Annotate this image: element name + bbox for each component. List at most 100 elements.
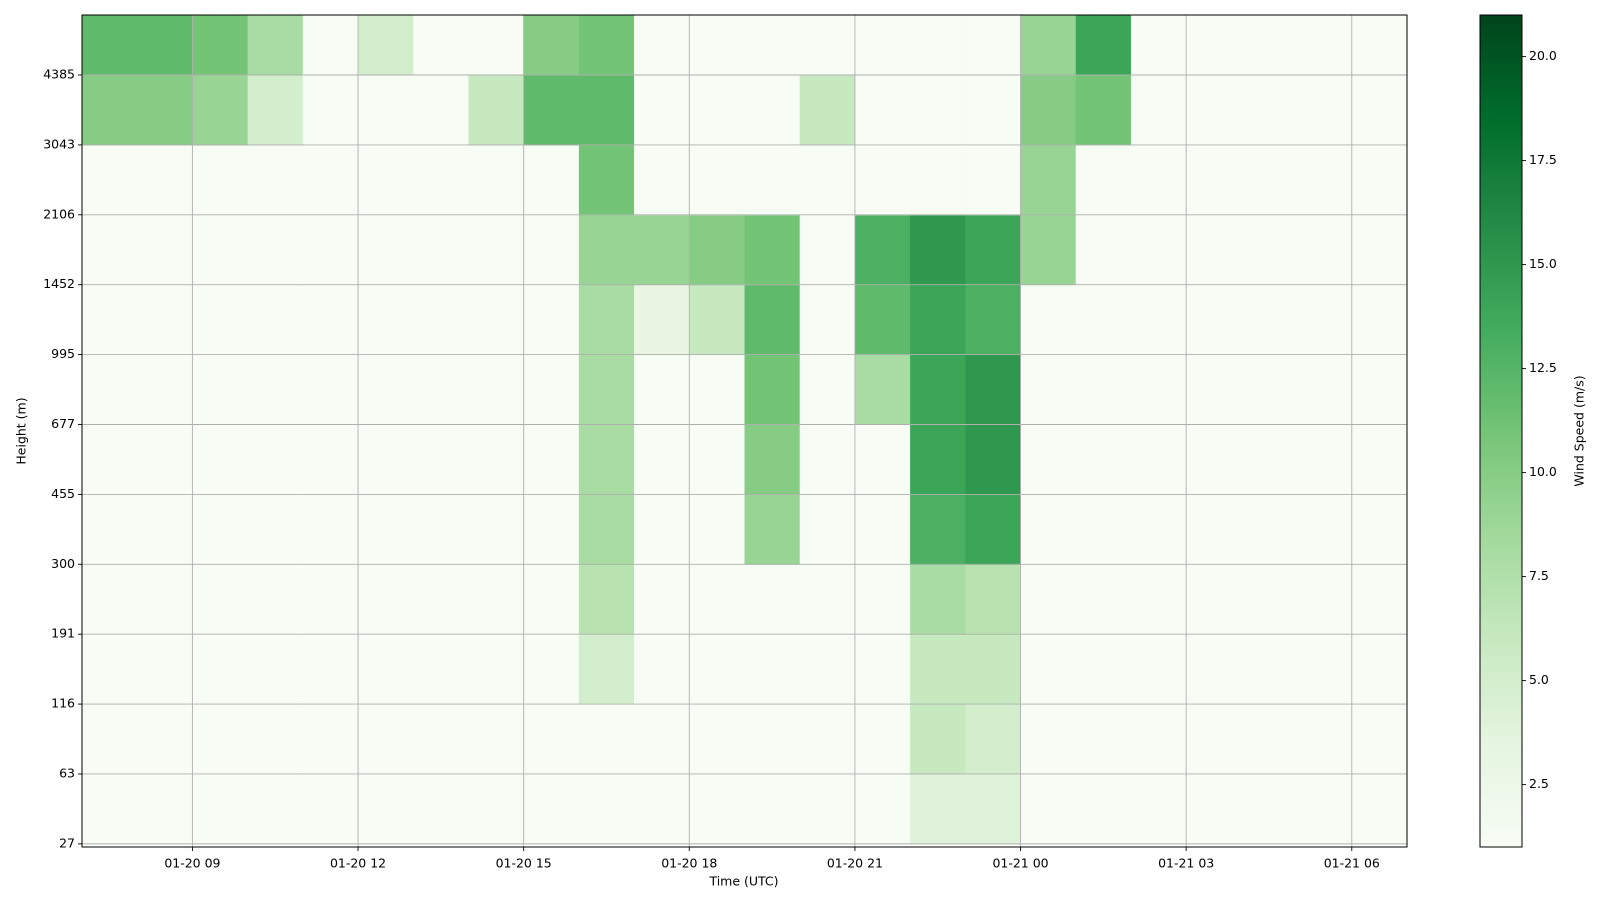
heatmap-cell [192, 354, 249, 425]
heatmap-cell [82, 494, 138, 565]
heatmap-cell [1186, 704, 1242, 775]
heatmap-cell [1130, 564, 1187, 635]
heatmap-cell [468, 564, 525, 635]
x-tick-label: 01-21 03 [1158, 856, 1214, 871]
heatmap-cell [82, 284, 138, 356]
heatmap-cell [137, 773, 193, 845]
heatmap-cell [854, 424, 911, 495]
heatmap-cell [1130, 214, 1187, 286]
heatmap-cell [1186, 424, 1242, 495]
heatmap-cell [799, 634, 856, 705]
heatmap-cell [965, 494, 1022, 565]
heatmap-cell [689, 144, 745, 216]
heatmap-cell [192, 284, 249, 356]
heatmap-cell [413, 15, 469, 76]
heatmap-cell [413, 564, 469, 635]
heatmap-cell [1130, 494, 1187, 565]
heatmap-cell [247, 214, 304, 286]
heatmap-cell [82, 634, 138, 705]
heatmap-cell [358, 214, 414, 286]
heatmap-cell [854, 214, 911, 286]
heatmap-cell [358, 564, 414, 635]
heatmap-cell [1130, 634, 1187, 705]
heatmap-cell [578, 74, 635, 146]
heatmap-cell [689, 74, 745, 146]
heatmap-cell [1075, 773, 1132, 845]
heatmap-cell [965, 564, 1022, 635]
heatmap-cell [799, 424, 856, 495]
heatmap-cell [413, 144, 469, 216]
heatmap-cell [1241, 214, 1298, 286]
heatmap-cell [1351, 634, 1408, 705]
heatmap-cell [744, 284, 801, 356]
heatmap-cell [634, 634, 690, 705]
heatmap-cell [799, 354, 856, 425]
heatmap-cell [854, 144, 911, 216]
heatmap-cell [192, 634, 249, 705]
heatmap-cell [1296, 634, 1353, 705]
heatmap-cell [358, 424, 414, 495]
heatmap-cell [1351, 773, 1408, 845]
heatmap-cell [1020, 494, 1077, 565]
heatmap-cell [1075, 634, 1132, 705]
heatmap-cell [689, 15, 745, 76]
heatmap-cell [523, 354, 580, 425]
heatmap-cell [965, 284, 1022, 356]
heatmap-cell [1020, 704, 1077, 775]
heatmap-cell [1296, 773, 1353, 845]
heatmap-cell [799, 773, 856, 845]
heatmap-cell [1296, 494, 1353, 565]
heatmap-cell [413, 354, 469, 425]
heatmap-cell [1020, 284, 1077, 356]
heatmap-cell [1351, 74, 1408, 146]
heatmap-cell [468, 773, 525, 845]
heatmap-cell [468, 284, 525, 356]
heatmap-cell [302, 564, 359, 635]
heatmap-cell [137, 634, 193, 705]
heatmap-cell [965, 704, 1022, 775]
heatmap-cell [82, 424, 138, 495]
y-tick-label: 677 [51, 416, 75, 431]
heatmap-cell [413, 704, 469, 775]
heatmap-cell [247, 144, 304, 216]
heatmap-cell [523, 494, 580, 565]
colorbar-tick-label: 10.0 [1529, 464, 1557, 479]
heatmap-cell [578, 494, 635, 565]
heatmap-cell [634, 424, 690, 495]
heatmap-cell [744, 704, 801, 775]
heatmap-cell [1020, 634, 1077, 705]
heatmap-cell [799, 284, 856, 356]
colorbar-label: Wind Speed (m/s) [1572, 375, 1587, 486]
heatmap-cell [137, 704, 193, 775]
heatmap-cell [1351, 214, 1408, 286]
heatmap-cell [634, 704, 690, 775]
heatmap-cell [854, 634, 911, 705]
heatmap-cell [689, 704, 745, 775]
heatmap-cell [578, 704, 635, 775]
heatmap-cell [247, 564, 304, 635]
heatmap-cell [634, 74, 690, 146]
x-tick-label: 01-20 18 [661, 856, 717, 871]
y-tick-label: 63 [59, 765, 75, 780]
y-tick-label: 995 [51, 346, 75, 361]
heatmap-cell [82, 214, 138, 286]
heatmap-cell [1020, 214, 1077, 286]
heatmap-cell [1241, 564, 1298, 635]
heatmap-cell [247, 74, 304, 146]
heatmap-cell [137, 15, 193, 76]
heatmap-cell [634, 564, 690, 635]
heatmap-cell [634, 354, 690, 425]
heatmap-cell [358, 494, 414, 565]
heatmap-cell [1296, 144, 1353, 216]
heatmap-cell [82, 773, 138, 845]
x-tick-label: 01-20 21 [827, 856, 883, 871]
heatmap-cell [965, 15, 1022, 76]
heatmap-cell [744, 773, 801, 845]
heatmap-cell [578, 144, 635, 216]
x-tick-label: 01-20 09 [164, 856, 220, 871]
heatmap-cell [413, 424, 469, 495]
heatmap-cell [578, 424, 635, 495]
heatmap-cell [523, 704, 580, 775]
heatmap-cell [358, 634, 414, 705]
heatmap-cell [302, 494, 359, 565]
